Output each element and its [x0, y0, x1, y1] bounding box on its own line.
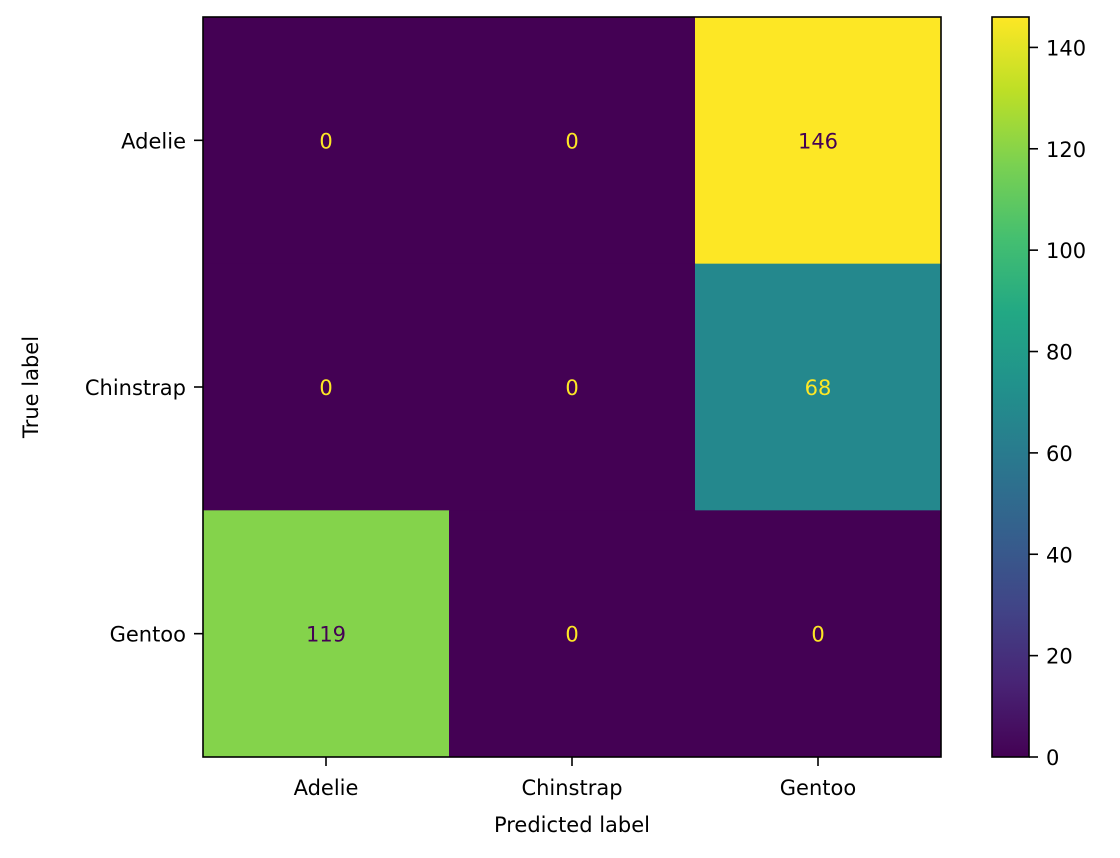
y-axis: Adelie Chinstrap Gentoo: [85, 129, 203, 647]
cell-value-label: 0: [565, 376, 578, 400]
x-tick-label: Chinstrap: [521, 776, 622, 800]
colorbar-tick-label: 60: [1046, 442, 1073, 466]
colorbar-tick-label: 40: [1046, 543, 1073, 567]
heatmap-cell: [203, 510, 450, 758]
heatmap-cell: [695, 510, 942, 758]
heatmap-cell: [449, 510, 696, 758]
heatmap-cell: [203, 17, 450, 265]
x-tick-label: Adelie: [294, 776, 359, 800]
cell-value-labels: 0 0 146 0 0 68 119 0 0: [306, 129, 838, 646]
cell-value-label: 0: [319, 129, 332, 153]
cell-value-label: 0: [811, 623, 824, 647]
x-axis-label: Predicted label: [494, 813, 650, 837]
cell-value-label: 68: [805, 376, 832, 400]
colorbar-tick-label: 0: [1046, 746, 1059, 770]
colorbar-tick-label: 120: [1046, 138, 1086, 162]
cell-value-label: 119: [306, 623, 346, 647]
cell-value-label: 0: [565, 129, 578, 153]
colorbar-tick-label: 20: [1046, 645, 1073, 669]
x-axis: Adelie Chinstrap Gentoo: [294, 757, 856, 800]
y-tick-label: Chinstrap: [85, 376, 186, 400]
colorbar-ticks: 0 20 40 60 80 100 120 140: [1029, 36, 1086, 770]
cell-value-label: 146: [798, 129, 838, 153]
colorbar-tick-label: 100: [1046, 239, 1086, 263]
cell-value-label: 0: [565, 623, 578, 647]
heatmap-cell: [695, 263, 942, 511]
colorbar-tick-label: 140: [1046, 36, 1086, 60]
heatmap-cell: [449, 17, 696, 265]
heatmap-cell: [695, 17, 942, 265]
y-tick-label: Gentoo: [110, 623, 186, 647]
heatmap-cell: [203, 263, 450, 511]
y-axis-label: True label: [19, 336, 43, 439]
heatmap-cells: [203, 17, 942, 758]
heatmap-cell: [449, 263, 696, 511]
colorbar: [991, 16, 1030, 758]
cell-value-label: 0: [319, 376, 332, 400]
colorbar-tick-label: 80: [1046, 341, 1073, 365]
x-tick-label: Gentoo: [780, 776, 856, 800]
y-tick-label: Adelie: [121, 129, 186, 153]
